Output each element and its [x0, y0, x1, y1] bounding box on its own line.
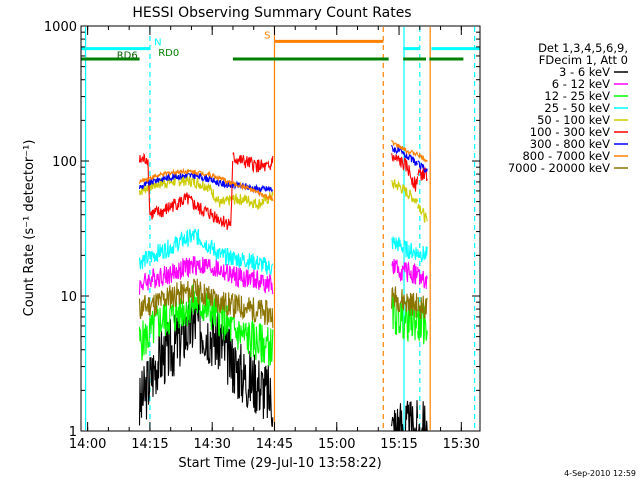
legend-entry-label: 25 - 50 keV — [544, 101, 610, 115]
series-line — [232, 250, 274, 276]
y-axis-label: Count Rate (s⁻¹ detector⁻¹) — [22, 140, 37, 317]
series-line — [391, 139, 419, 157]
x-tick-label: 15:00 — [318, 437, 355, 452]
series-line — [138, 278, 234, 319]
series-line — [391, 144, 419, 166]
series-line — [391, 153, 419, 192]
series-line — [391, 258, 419, 285]
legend-entry-label: 50 - 100 keV — [537, 113, 610, 127]
series-line — [138, 256, 234, 295]
plot-frame — [80, 25, 481, 432]
series-line — [417, 151, 428, 163]
legend-entry-label: 100 - 300 keV — [530, 125, 610, 139]
series-line — [417, 401, 428, 432]
series-line — [417, 160, 428, 173]
series-line — [417, 203, 428, 223]
legend-entry-label: 7000 - 20000 keV — [508, 161, 610, 175]
legend-header-line-1: Det 1,3,4,5,6,9, — [538, 41, 628, 55]
legend-entry-label: 12 - 25 keV — [544, 89, 610, 103]
series-line — [138, 293, 234, 426]
series-line — [232, 181, 274, 202]
series-100-300-kev — [138, 152, 428, 230]
series-line — [417, 245, 428, 263]
x-tick-label: 14:30 — [193, 437, 230, 452]
series-line — [417, 266, 428, 289]
series-line — [232, 152, 274, 173]
series-50-100-kev — [138, 174, 428, 223]
series-line — [232, 266, 274, 295]
series-6-12-kev — [138, 256, 428, 295]
series-300-800-kev — [138, 144, 428, 195]
x-tick-label: 14:00 — [69, 437, 106, 452]
series-line — [391, 293, 419, 342]
chart-title: HESSI Observing Summary Count Rates — [132, 5, 411, 21]
x-tick-label: 15:30 — [443, 437, 480, 452]
series-line — [232, 191, 274, 210]
flag-label: N — [154, 38, 161, 49]
x-tick-label: 14:45 — [256, 437, 293, 452]
series-line — [138, 152, 234, 230]
series-line — [391, 286, 419, 318]
x-axis-label: Start Time (29-Jul-10 13:58:22) — [178, 456, 381, 471]
series-line — [417, 295, 428, 320]
series-line — [138, 167, 234, 186]
legend: Det 1,3,4,5,6,9, FDecim 1, Att 0 3 - 6 k… — [508, 41, 628, 175]
series-7000-20000-kev — [138, 278, 428, 328]
series-25-50-kev — [138, 227, 428, 276]
y-tick-label: 100 — [52, 155, 77, 170]
flag-label: S — [264, 30, 270, 41]
series-line — [138, 227, 234, 270]
series-800-7000-kev — [138, 139, 428, 202]
series-line — [232, 315, 274, 367]
flag-label: RD6 — [117, 51, 138, 62]
series-line — [232, 293, 274, 328]
series-line — [138, 171, 234, 190]
y-tick-label: 1000 — [44, 20, 77, 35]
legend-entry-label: 800 - 7000 keV — [522, 149, 610, 163]
flag-label: RD0 — [158, 48, 179, 59]
series-line — [138, 174, 234, 208]
y-axis: 1 10 100 1000 — [44, 20, 480, 440]
legend-entry-label: 3 - 6 keV — [559, 65, 610, 79]
legend-entry-label: 300 - 800 keV — [530, 137, 610, 151]
y-tick-label: 1 — [69, 425, 77, 440]
generation-timestamp: 4-Sep-2010 12:59 — [564, 469, 636, 478]
x-tick-label: 15:15 — [380, 437, 417, 452]
series-3-6-kev — [138, 293, 428, 432]
x-axis: 14:00 14:15 14:30 14:45 15:00 15:15 15:30 — [69, 26, 480, 452]
legend-header-line-2: FDecim 1, Att 0 — [539, 53, 628, 67]
y-tick-label: 10 — [60, 290, 77, 305]
legend-entry-label: 6 - 12 keV — [552, 77, 610, 91]
series-line — [391, 179, 419, 204]
series-line — [391, 236, 419, 260]
series-line — [232, 343, 274, 427]
x-tick-label: 14:15 — [131, 437, 168, 452]
